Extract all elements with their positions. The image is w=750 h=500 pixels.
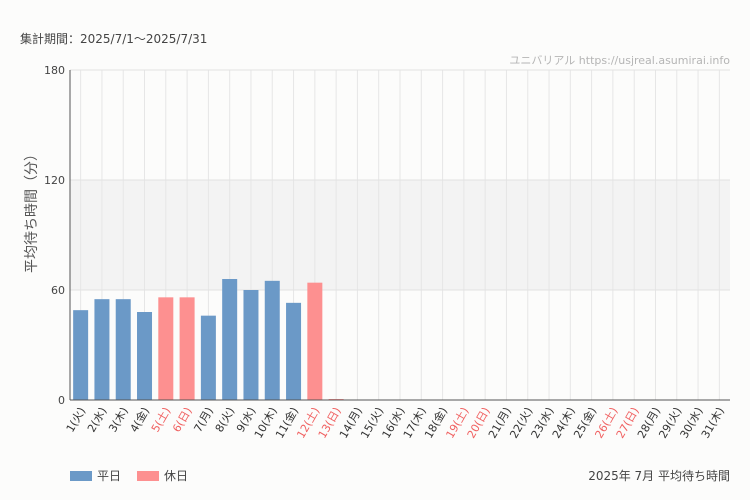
legend-swatch-weekday (70, 470, 92, 481)
y-axis-title: 平均待ち時間（分） (24, 147, 40, 273)
chart-title: 2025年 7月 平均待ち時間 (588, 469, 730, 483)
legend-item-weekday: 平日 (70, 467, 121, 484)
bar-8 (222, 279, 238, 400)
x-tick-label: 3(木) (106, 405, 131, 435)
legend-swatch-holiday (137, 470, 160, 481)
legend-label-holiday: 休日 (164, 469, 189, 483)
bar-3 (115, 299, 131, 400)
period-label: 集計期間：2025/7/1～2025/7/31 (20, 32, 208, 46)
x-tick-label: 8(火) (213, 405, 238, 435)
bar-7 (200, 315, 216, 400)
y-tick-label: 120 (44, 174, 65, 187)
bar-4 (137, 312, 153, 400)
legend: 平日 休日 (70, 467, 188, 484)
x-tick-label: 7(月) (191, 405, 216, 435)
y-tick-label: 0 (58, 394, 65, 407)
bar-6 (179, 297, 195, 400)
x-tick-label: 2(水) (85, 405, 110, 435)
bar-2 (94, 299, 110, 400)
x-tick-label: 4(金) (127, 405, 152, 435)
bar-10 (264, 280, 280, 400)
x-tick-label: 1(火) (64, 405, 89, 435)
watermark: ユニバリアル https://usjreal.asumirai.info (509, 54, 730, 67)
bar-12 (307, 282, 323, 400)
bar-1 (73, 310, 89, 400)
legend-label-weekday: 平日 (97, 469, 122, 483)
legend-item-holiday: 休日 (137, 467, 188, 484)
x-tick-label: 5(土) (149, 405, 174, 435)
x-tick-label: 6(日) (170, 405, 195, 435)
y-tick-label: 60 (51, 284, 65, 297)
bar-9 (243, 290, 259, 400)
bar-5 (158, 297, 174, 400)
y-tick-label: 180 (44, 64, 65, 77)
bar-11 (286, 302, 302, 400)
